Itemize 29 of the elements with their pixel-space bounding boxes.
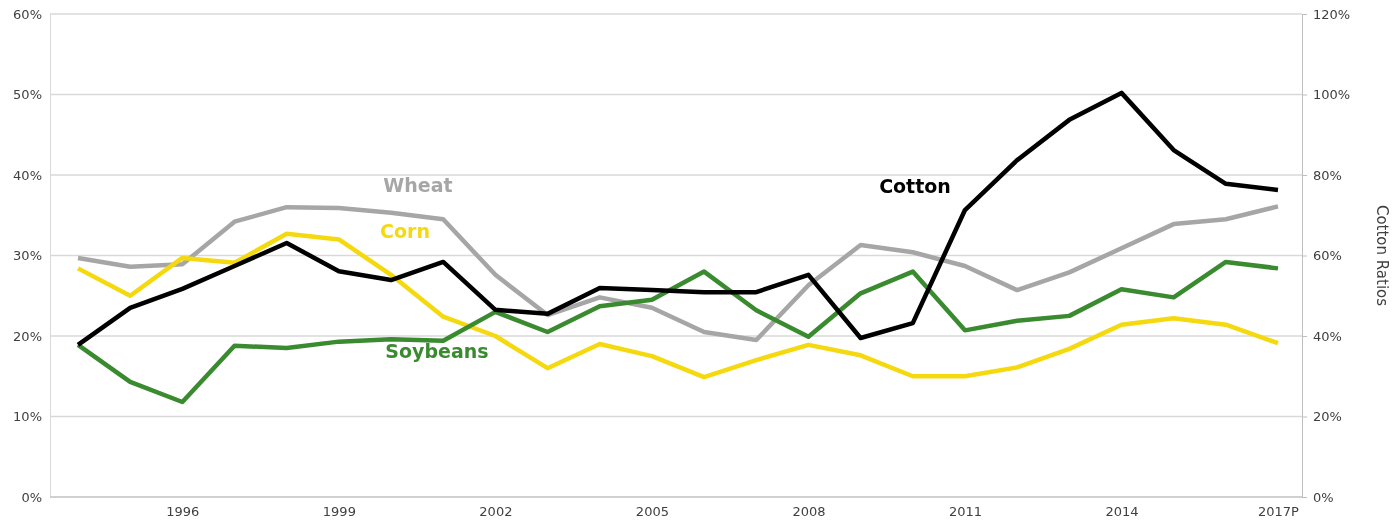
- series-label: Soybeans: [385, 340, 489, 362]
- y2-tick-label: 120%: [1313, 6, 1351, 22]
- y2-tick-label: 40%: [1313, 328, 1342, 344]
- y-tick-label: 50%: [13, 87, 42, 103]
- y2-tick-label: 0%: [1313, 489, 1334, 505]
- x-tick-label: 2005: [635, 504, 669, 520]
- y-tick-label: 60%: [13, 6, 42, 22]
- line-series: [75, 204, 1281, 343]
- x-tick-label: 2002: [479, 504, 513, 520]
- y-tick-label: 40%: [13, 167, 42, 183]
- y-tick-label: 20%: [13, 328, 42, 344]
- x-tick-label: 1996: [166, 504, 200, 520]
- y2-tick-label: 60%: [1313, 248, 1342, 264]
- series-label: Cotton: [879, 175, 951, 197]
- x-tick-label: 2017P: [1258, 504, 1300, 520]
- y-tick-label: 10%: [13, 409, 42, 425]
- y2-tick-label: 80%: [1313, 167, 1342, 183]
- x-tick-label: 1999: [322, 504, 356, 520]
- y-tick-label: 30%: [13, 248, 42, 264]
- y2-axis-title: Cotton Ratios: [1373, 204, 1391, 307]
- x-tick-label: 2014: [1105, 504, 1139, 520]
- line-series: [75, 259, 1281, 405]
- y2-tick-label: 20%: [1313, 409, 1342, 425]
- x-tick-label: 2008: [792, 504, 826, 520]
- series-label: Wheat: [383, 174, 453, 196]
- x-tick-label: 2011: [948, 504, 982, 520]
- y2-tick-label: 100%: [1313, 87, 1351, 103]
- y-tick-label: 0%: [21, 489, 42, 505]
- series-label: Corn: [380, 220, 430, 242]
